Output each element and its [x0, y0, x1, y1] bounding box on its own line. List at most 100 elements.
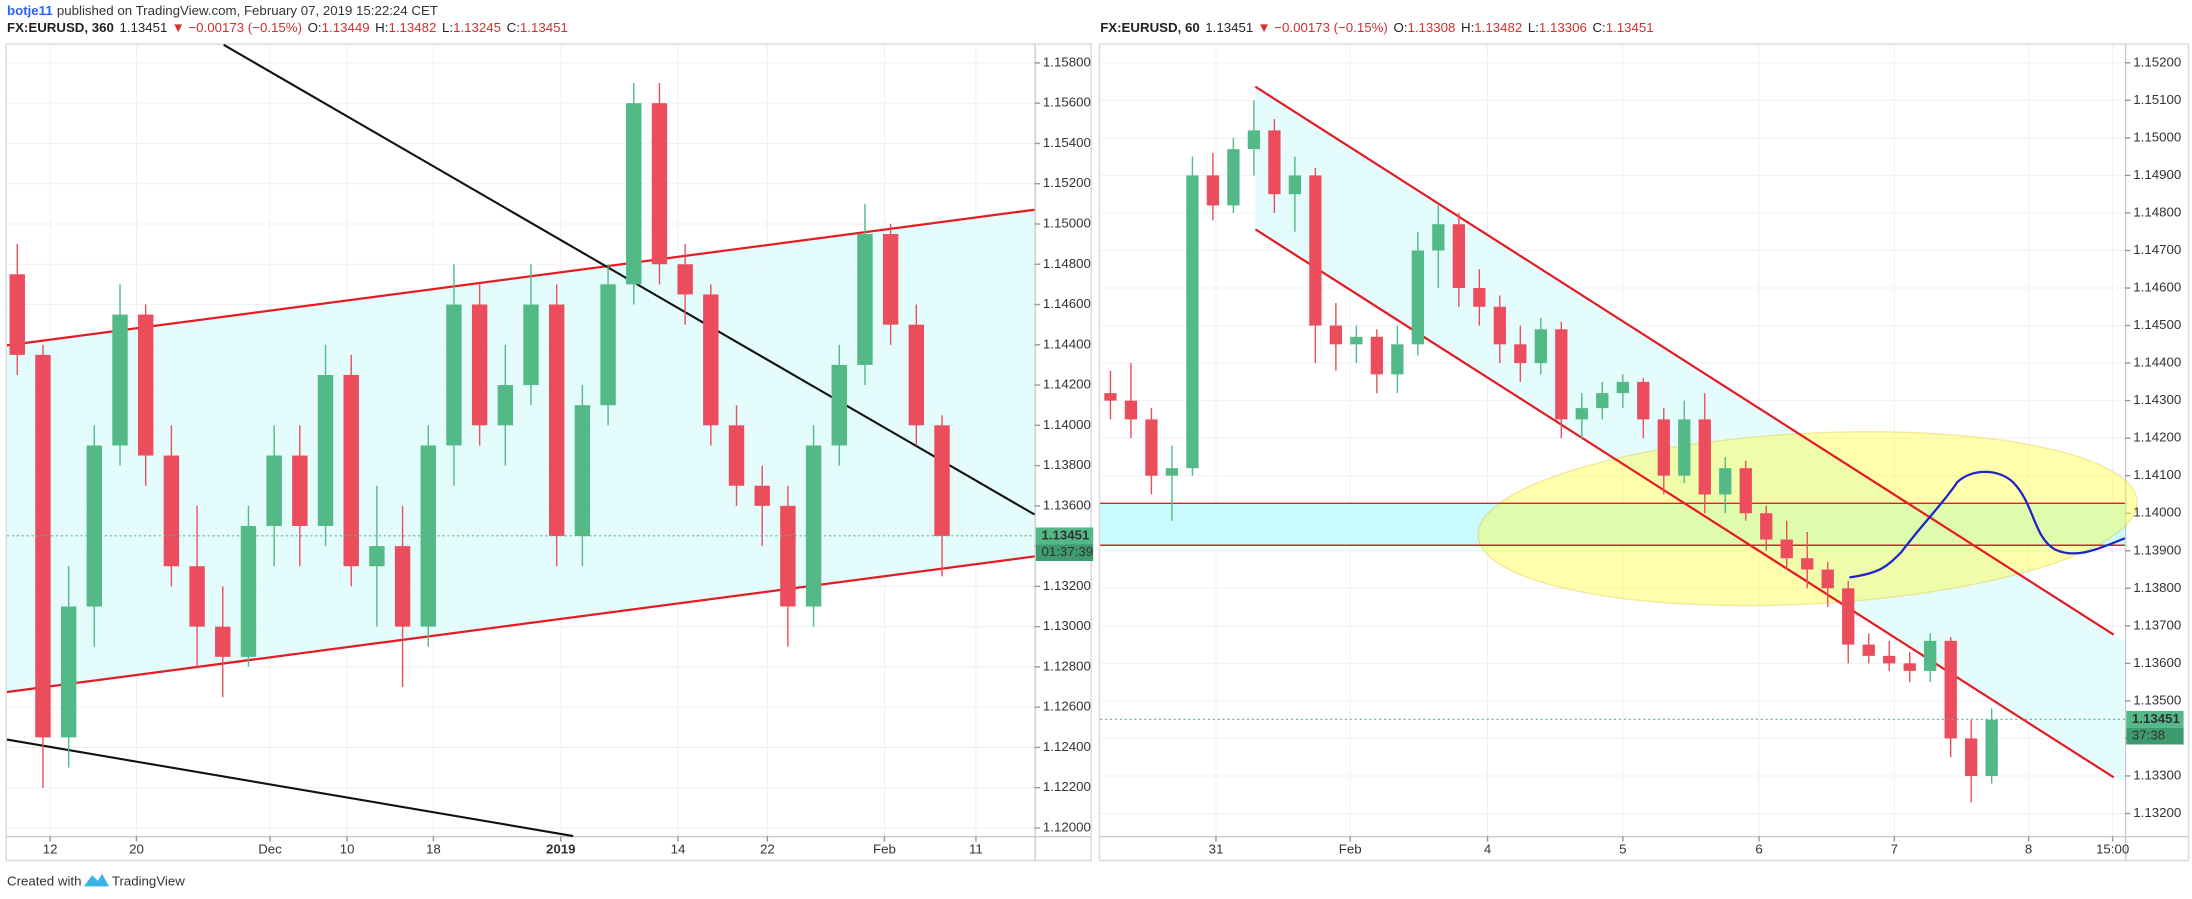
y-tick-label: 1.14000 [2133, 505, 2181, 520]
left-panel [5, 43, 1092, 862]
x-tick-label: 8 [2025, 842, 2032, 857]
candle-body [1883, 655, 1896, 664]
labels: 1.12000 1.12200 1.12400 1.12600 1.12800 1.130… [7, 20, 2184, 857]
x-tick-label: 15:00 [2096, 842, 2129, 857]
candle-body [266, 455, 282, 526]
candle-body [86, 445, 103, 607]
candle-body [1104, 393, 1117, 401]
candle-body [1616, 381, 1629, 394]
candle-body [523, 304, 539, 386]
ohlc-value: 1.13306 [1539, 20, 1587, 35]
symbol-legend: FX:EURUSD, 60 1.13451 ▼ −0.00173 (−0.15%) O… [1100, 20, 1653, 35]
y-tick-label: 1.12200 [1043, 779, 1091, 794]
candle-body [600, 284, 616, 406]
candle-body [831, 364, 847, 446]
candle-body [574, 405, 591, 537]
candle-body [780, 505, 796, 607]
candle-body [497, 385, 514, 426]
x-tick-label: 6 [1755, 842, 1762, 857]
candle-body [1637, 381, 1650, 420]
candle-body [317, 374, 334, 526]
published: published on TradingView.com, February 0… [57, 3, 438, 18]
candle-body [1493, 306, 1506, 345]
ohlc-value: 1.13451 [520, 20, 568, 35]
change: ▼ −0.00173 (−0.15%) [1257, 20, 1387, 35]
y-tick-label: 1.13800 [2133, 580, 2181, 595]
author: botje11 [7, 3, 53, 18]
candle-body [1329, 325, 1343, 345]
x-tick-label: 31 [1209, 842, 1224, 857]
candle-body [1596, 393, 1609, 409]
trend-line [6, 208, 1035, 347]
candle-body [215, 626, 231, 657]
candle-body [369, 546, 385, 567]
trend-line [1254, 228, 2115, 779]
candle-body [1698, 419, 1711, 495]
candle-body [394, 546, 411, 627]
candle-body [1247, 130, 1261, 150]
candle-body [1944, 640, 1957, 739]
candle-body [1350, 336, 1363, 345]
candle-body [292, 455, 308, 526]
y-tick-label: 1.14200 [2133, 430, 2181, 445]
candle-body [857, 234, 873, 365]
candle-body [1227, 149, 1240, 206]
ohlc-label: H: [375, 20, 388, 35]
y-tick-label: 1.14700 [2133, 242, 2181, 257]
x-tick-label: 11 [969, 842, 983, 857]
candle-body [240, 525, 257, 657]
y-tick-label: 1.14900 [2133, 167, 2181, 182]
y-tick-label: 1.13600 [2133, 655, 2181, 670]
candle-body [1370, 336, 1384, 375]
candle-body [908, 324, 925, 426]
last-price: 1.13451 [119, 20, 167, 35]
trend-line [6, 555, 1035, 694]
ohlc-label: C: [1592, 20, 1605, 35]
y-tick-label: 1.12000 [1043, 819, 1091, 834]
ohlc-value: 1.13245 [453, 20, 501, 35]
x-tick-label: Feb [1339, 842, 1362, 857]
y-tick-label: 1.12600 [1043, 699, 1091, 714]
candle-body [1514, 344, 1527, 364]
y-tick-label: 1.13700 [2133, 617, 2181, 632]
price-tag-label: 1.13451 [2132, 711, 2181, 726]
candle-body [1432, 224, 1445, 251]
candle-body [1268, 130, 1281, 195]
x-tick-label: 7 [1891, 842, 1898, 857]
price-tag [1035, 527, 1094, 545]
candle-body [1965, 738, 1978, 776]
candle-body [1801, 558, 1814, 570]
ohlc-value: 1.13449 [322, 20, 370, 35]
candle-body [548, 304, 565, 537]
logo[interactable] [83, 873, 110, 887]
x-tick-label: 4 [1484, 842, 1491, 857]
candle-body [1391, 344, 1404, 375]
candle-body [343, 374, 359, 567]
countdown-tag [1035, 544, 1094, 562]
candle-body [1309, 175, 1322, 326]
y-tick-label: 1.14600 [1043, 296, 1091, 311]
y-tick-label: 1.14800 [2133, 204, 2181, 219]
candle-body [60, 606, 77, 738]
ohlc-label: L: [442, 20, 453, 35]
y-tick-label: 1.13200 [1043, 578, 1091, 593]
candle-body [1288, 175, 1302, 195]
candle-body [703, 294, 719, 426]
x-tick-label: 10 [340, 842, 355, 857]
y-tick-label: 1.15400 [1043, 135, 1091, 150]
y-tick-label: 1.13300 [2133, 767, 2181, 782]
candle-body [1985, 719, 1998, 776]
candle-body [471, 304, 488, 426]
publish-line: botje11 published on TradingView.com, Feb… [7, 3, 438, 18]
y-tick-label: 1.15800 [1043, 54, 1091, 69]
y-tick-label: 1.13000 [1043, 618, 1091, 633]
trend-line [6, 738, 574, 838]
right-panel [1098, 43, 2190, 862]
candle-body [1124, 400, 1138, 420]
candle-body [1411, 250, 1425, 345]
footer-brand[interactable]: TradingView [112, 874, 185, 889]
candle-body [728, 425, 745, 486]
zone-fill [1100, 503, 2125, 546]
ohlc-value: 1.13451 [1606, 20, 1654, 35]
